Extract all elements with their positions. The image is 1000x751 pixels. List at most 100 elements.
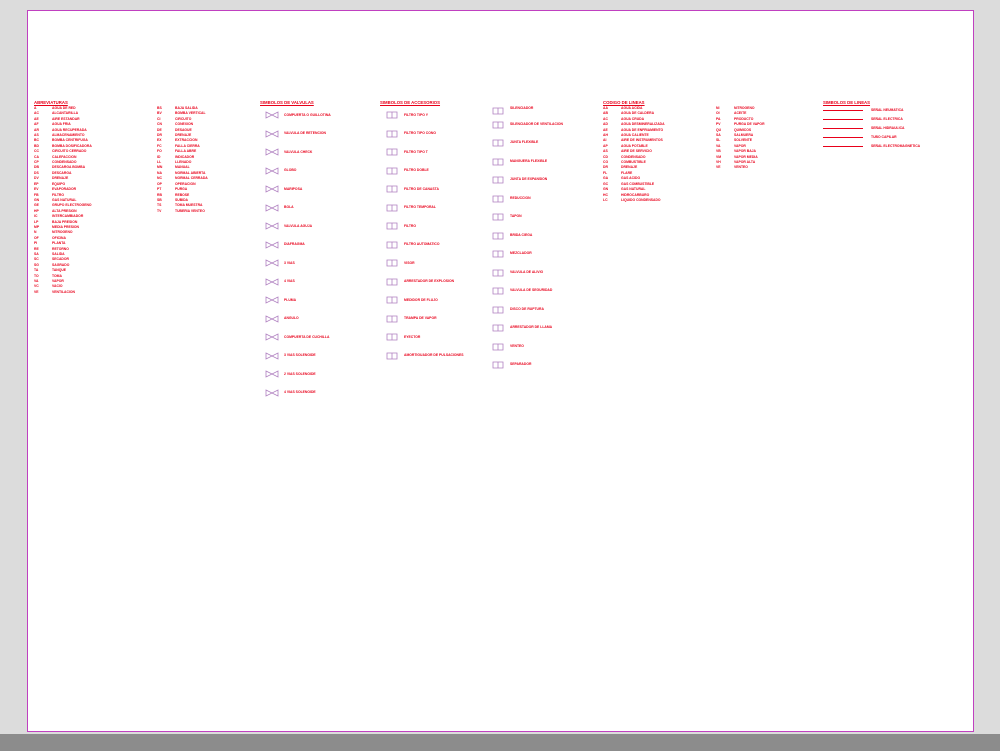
abbreviation-code: IC <box>34 214 38 219</box>
abbreviation-code: DE <box>157 127 162 132</box>
abbreviation-code: OP <box>157 181 162 186</box>
valve-symbol <box>260 165 284 177</box>
valve-row: COMPUERTA O GUILLOTINA <box>260 106 370 125</box>
abbreviation-code: VB <box>716 149 721 154</box>
accessory-label: SILENCIADOR <box>510 106 534 110</box>
abbreviation-row: OP OPERACION <box>157 182 252 187</box>
abbreviation-row: VB VAPOR BAJA <box>716 149 801 154</box>
abbreviation-row: BV BOMBA VERTICAL <box>157 111 252 116</box>
abbreviation-row: BS BAJA SALIDA <box>157 106 252 111</box>
accessory-label: VALVULA DE SEGURIDAD <box>510 288 553 293</box>
abbreviation-description: DESAGUE <box>175 127 192 132</box>
abbreviation-row: CD CONDENSADO <box>603 155 708 160</box>
abbreviation-row: LC LIQUIDO CONDENSADO <box>603 198 708 203</box>
abbreviation-description: FLARE <box>621 170 633 175</box>
accessory-symbol-icon <box>386 204 398 212</box>
accessory-label: FILTRO TEMPORAL <box>404 205 436 210</box>
abbreviation-row: CI CIRCUITO <box>157 117 252 122</box>
accessory-row: SILENCIADOR DE VENTILACION <box>486 115 580 134</box>
accessory-row: SEPARADOR <box>486 356 580 375</box>
accessory-row: ARRESTADOR DE LLAMA <box>486 319 580 338</box>
abbreviation-row: SA SALMUERA <box>716 133 801 138</box>
abbreviation-code: SA <box>34 251 39 256</box>
abbreviation-description: TOMA MUESTRA <box>175 203 203 208</box>
abbreviation-description: BOMBA CENTRIFUGA <box>52 138 88 143</box>
accessory-row: AMORTIGUADOR DE PULSACIONES <box>380 347 474 366</box>
abbreviation-code: TS <box>157 203 162 208</box>
accessory-symbol-icon <box>386 241 398 249</box>
valve-label: VALVULA CHECK <box>284 149 313 154</box>
accessory-symbol-icon <box>386 167 398 175</box>
abbreviation-description: SAGRADO <box>52 262 70 267</box>
abbreviation-row: BD BOMBA DOSIFICADORA <box>34 144 149 149</box>
valve-row: 2 VIAS SOLENOIDE <box>260 365 370 384</box>
abbreviation-row: TV TUBERIA VENTEO <box>157 209 252 214</box>
abbreviation-row: SB SUBIDA <box>157 198 252 203</box>
abbreviation-code: LC <box>603 197 608 202</box>
abbreviation-code: RB <box>157 192 162 197</box>
abbreviation-code: GC <box>603 181 609 186</box>
line-type-row: SEÑAL NEUMATICA <box>823 106 963 115</box>
accessory-row: MANGUERA FLEXIBLE <box>486 152 580 171</box>
abbreviation-description: BOMBA VERTICAL <box>175 111 206 116</box>
valve-symbols-column: SIMBOLOS DE VALVULAS COMPUERTA O GUILLOT… <box>260 99 370 402</box>
abbreviation-row: FC FALLA CIERRA <box>157 144 252 149</box>
line-type-row: SEÑAL ELECTRICA <box>823 115 963 124</box>
accessory-row: VALVULA DE ALIVIO <box>486 263 580 282</box>
abbreviation-code: QU <box>716 127 722 132</box>
abbreviation-description: MANUAL <box>175 165 190 170</box>
abbreviation-description: AGUA CRUDA <box>621 116 645 121</box>
abbreviation-row: FL FLARE <box>603 171 708 176</box>
status-band <box>0 734 1000 751</box>
valve-label: COMPUERTA DE CUCHILLA <box>284 334 330 339</box>
abbreviation-description: AGUA FRIA <box>52 122 71 127</box>
abbreviation-code: TA <box>34 268 39 273</box>
valve-label: VALVULA DE RETENCION <box>284 131 326 136</box>
accessory-symbol <box>380 109 404 121</box>
abbreviation-description: SECADOR <box>52 257 69 262</box>
abbreviation-row: PT PURGA <box>157 187 252 192</box>
accessory-symbol <box>380 220 404 232</box>
line-codes-title: CODIGO DE LINEAS <box>603 100 645 105</box>
valve-label: 2 VIAS SOLENOIDE <box>284 371 316 376</box>
abbreviation-row: VC VACIO <box>34 284 149 289</box>
valve-symbols-list: COMPUERTA O GUILLOTINA VALVULA DE RETENCI… <box>260 106 370 402</box>
valve-symbol-icon <box>265 111 279 119</box>
valve-symbol <box>260 276 284 288</box>
abbreviation-description: SALMUERA <box>734 133 754 138</box>
abbreviation-row: AR AGUA RECUPERADA <box>34 128 149 133</box>
abbreviation-code: CN <box>157 122 162 127</box>
line-type-row: SEÑAL HIDRAULICA <box>823 124 963 133</box>
accessory-symbol <box>380 331 404 343</box>
abbreviation-description: FALLA CIERRA <box>175 143 200 148</box>
accessory-symbol-icon <box>492 287 504 295</box>
abbreviation-row: CP CONDENSADO <box>34 160 149 165</box>
accessory-row: SILENCIADOR <box>380 106 580 374</box>
accessory-symbol <box>380 106 510 374</box>
abbreviation-row: AD AGUA DESMINERALIZADA <box>603 122 708 127</box>
abbreviation-description: AIRE ESTANDAR <box>52 116 80 121</box>
abbreviation-description: PURGA DE VAPOR <box>734 122 765 127</box>
accessory-symbol <box>486 359 510 371</box>
valve-row: VALVULA DE RETENCION <box>260 125 370 144</box>
accessories-list: FILTRO TIPO Y FILTRO TIPO CONO FILTRO TIPO… <box>380 106 580 374</box>
abbreviation-description: VAPOR ALTA <box>734 160 756 165</box>
abbreviation-code: PT <box>157 187 162 192</box>
accessory-label: FILTRO TIPO T <box>404 149 428 154</box>
abbreviation-code: AP <box>603 143 608 148</box>
accessory-label: FILTRO <box>404 223 416 228</box>
accessory-label: TAPON <box>510 214 522 219</box>
abbreviation-description: AGUA ACIDA <box>621 106 643 110</box>
accessory-row: FILTRO DOBLE <box>380 162 474 181</box>
abbreviation-description: BAJA PRESION <box>52 219 78 224</box>
abbreviation-row: AA AGUA ACIDA <box>603 106 708 111</box>
drawing-sheet[interactable]: ABREVIATURAS A AGUA DE RED AC ALCANTARILLA A… <box>27 10 974 732</box>
accessory-symbol-icon <box>492 361 504 369</box>
abbreviation-description: DRENAJE <box>52 176 69 181</box>
abbreviation-description: REBOSE <box>175 192 190 197</box>
abbreviation-code: SA <box>716 133 721 138</box>
accessory-row: FILTRO TIPO T <box>380 143 474 162</box>
abbreviation-code: NC <box>157 176 162 181</box>
valve-label: COMPUERTA O GUILLOTINA <box>284 112 331 117</box>
abbreviation-description: VAPOR BAJA <box>734 149 756 154</box>
